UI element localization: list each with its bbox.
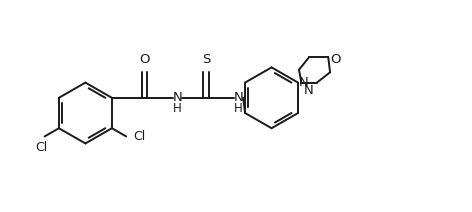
Text: N: N bbox=[234, 91, 244, 104]
Text: N: N bbox=[304, 84, 314, 97]
Text: H: H bbox=[173, 102, 182, 115]
Text: H: H bbox=[234, 102, 243, 115]
Text: N: N bbox=[172, 91, 182, 104]
Text: O: O bbox=[140, 53, 150, 66]
Text: S: S bbox=[202, 53, 210, 66]
Text: N: N bbox=[299, 76, 309, 89]
Text: O: O bbox=[330, 53, 341, 66]
Text: Cl: Cl bbox=[133, 130, 145, 143]
Text: Cl: Cl bbox=[35, 141, 47, 154]
